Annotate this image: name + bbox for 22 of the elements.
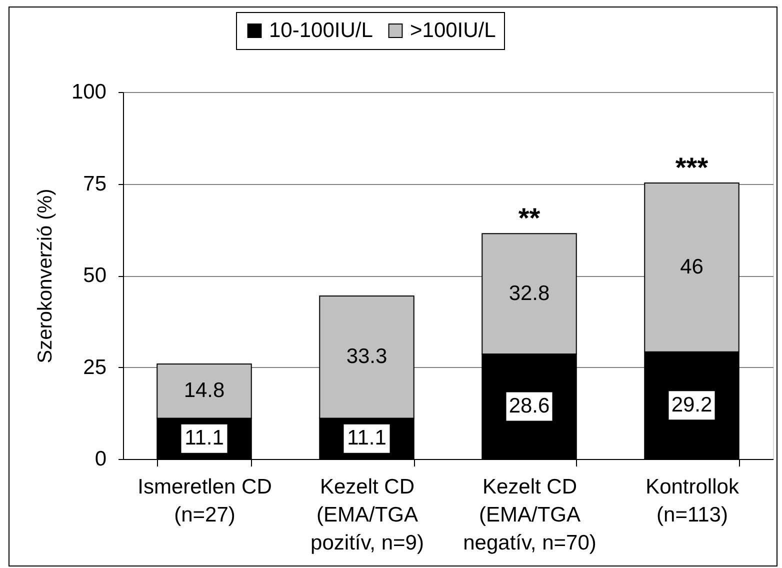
- data-label: 11.1: [184, 426, 224, 450]
- y-tick-label: 75: [83, 172, 106, 196]
- x-tick-label: Kezelt CD (EMA/TGA negatív, n=70): [463, 476, 596, 554]
- data-label: 33.3: [346, 345, 388, 368]
- y-axis-title: Szerokonverzió (%): [34, 188, 56, 364]
- data-label: 46: [680, 255, 704, 278]
- data-label: 32.8: [508, 282, 550, 305]
- y-tick-label: 100: [71, 80, 106, 104]
- data-label: 28.6: [508, 394, 550, 418]
- y-tick-label: 25: [83, 356, 106, 379]
- y-tick-label: 50: [83, 264, 106, 287]
- y-tick-label: 0: [94, 448, 106, 470]
- data-label: 11.1: [347, 426, 386, 450]
- annotation: ***: [675, 152, 708, 184]
- annotation: **: [518, 202, 540, 234]
- data-label: 14.8: [184, 379, 225, 402]
- legend-label: 10-100IU/L: [269, 18, 373, 42]
- x-tick-label: Ismeretlen CD (n=27): [138, 476, 272, 526]
- legend-label: >100IU/L: [410, 18, 496, 42]
- x-tick-label: Kezelt CD (EMA/TGA pozitív, n=9): [310, 476, 424, 554]
- data-label: 29.2: [671, 393, 712, 416]
- x-tick-label: Kontrollok (n=113): [646, 476, 740, 526]
